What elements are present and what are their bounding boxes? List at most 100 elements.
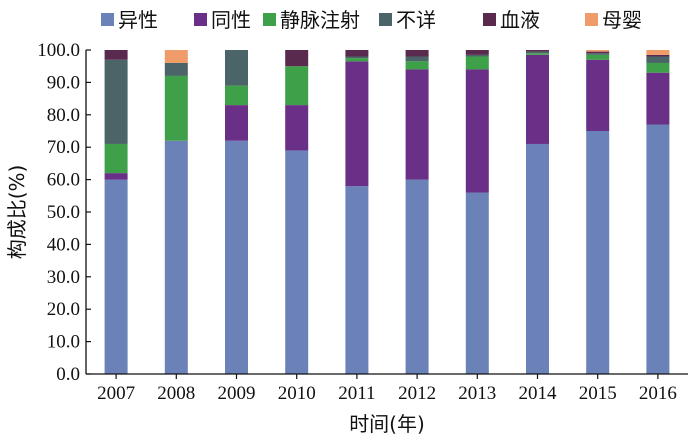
x-tick-label: 2013 <box>458 383 496 404</box>
x-tick-label: 2009 <box>218 383 256 404</box>
legend-item: 血液 <box>483 8 540 32</box>
x-tick-label: 2007 <box>97 383 135 404</box>
x-tick-label: 2016 <box>639 383 677 404</box>
bar-segment <box>526 54 549 144</box>
bar-segment <box>646 124 670 375</box>
bar-segment <box>225 85 248 106</box>
bar-stack-2012 <box>405 50 429 374</box>
y-tick-label: 0.0 <box>56 364 80 385</box>
legend-swatch <box>101 13 114 26</box>
bar-segment <box>586 53 610 55</box>
legend-label: 母婴 <box>602 8 642 32</box>
bar-stack-2009 <box>225 50 248 374</box>
bar-stack-2016 <box>646 50 670 375</box>
bar-segment <box>104 173 128 180</box>
legend-item: 不详 <box>379 8 436 32</box>
y-tick-label: 30.0 <box>47 267 80 288</box>
legend-swatch <box>483 13 496 26</box>
bar-segment <box>104 50 128 60</box>
legend-swatch <box>263 13 276 26</box>
bar-segment <box>586 59 610 131</box>
bar-segment <box>285 50 309 67</box>
x-tick-label: 2010 <box>278 383 316 404</box>
bar-segment <box>465 54 489 57</box>
bar-segment <box>405 69 429 180</box>
bar-segment <box>164 50 188 63</box>
legend-label: 同性 <box>211 8 251 32</box>
x-ticks: 2007 2008 2009 2010 2011 2012 2013 2014 2015 2016 <box>97 374 677 404</box>
bar-stack-2007 <box>104 50 128 374</box>
bar-segment <box>104 59 128 144</box>
bar-segment <box>345 50 369 57</box>
y-tick-label: 10.0 <box>47 332 80 353</box>
bar-stack-2013 <box>465 50 489 374</box>
legend-item: 静脉注射 <box>263 8 360 32</box>
bar-stack-2008 <box>164 50 188 374</box>
bar-segment <box>465 56 489 70</box>
bar-segment <box>405 61 429 70</box>
bar-segment <box>586 51 610 54</box>
bar-segment <box>285 150 309 374</box>
bar-segment <box>646 72 670 125</box>
bar-segment <box>164 75 188 141</box>
bar-segment <box>104 179 128 374</box>
legend-label: 血液 <box>500 8 540 32</box>
legend-label: 异性 <box>118 8 158 32</box>
legend-swatch <box>585 13 598 26</box>
y-axis-title: 构成比(%) <box>5 165 29 260</box>
bar-stack-2010 <box>285 50 309 374</box>
y-tick-label: 100.0 <box>37 40 80 61</box>
legend: 异性 同性 静脉注射 不详 血液 母婴 <box>101 8 642 32</box>
legend-item: 异性 <box>101 8 158 32</box>
y-tick-label: 40.0 <box>47 234 80 255</box>
bar-segment <box>526 50 549 52</box>
bar-segment <box>345 58 369 62</box>
bar-segment <box>225 105 248 141</box>
bar-stack-2011 <box>345 50 369 374</box>
bar-segment <box>646 54 670 57</box>
bar-stack-2014 <box>526 50 549 374</box>
bar-segment <box>526 143 549 374</box>
legend-item: 母婴 <box>585 8 642 32</box>
x-axis-title: 时间(年) <box>349 412 425 436</box>
x-tick-label: 2012 <box>398 383 436 404</box>
legend-swatch <box>194 13 207 26</box>
y-tick-label: 70.0 <box>47 137 80 158</box>
bar-segment <box>345 186 369 374</box>
y-tick-label: 80.0 <box>47 105 80 126</box>
bar-segment <box>285 105 309 151</box>
bar-segment <box>646 62 670 73</box>
bar-segment <box>345 56 369 59</box>
legend-item: 同性 <box>194 8 251 32</box>
y-tick-label: 60.0 <box>47 170 80 191</box>
bar-segment <box>526 53 549 55</box>
y-tick-label: 50.0 <box>47 202 80 223</box>
bar-segment <box>586 131 610 374</box>
x-tick-label: 2011 <box>338 383 375 404</box>
bar-segment <box>405 56 429 62</box>
bar-segment <box>465 50 489 55</box>
y-tick-label: 90.0 <box>47 72 80 93</box>
legend-swatch <box>379 13 392 26</box>
bar-segment <box>465 69 489 193</box>
bars-group <box>104 50 670 375</box>
bar-segment <box>225 140 248 374</box>
bar-segment <box>526 51 549 54</box>
bar-stack-2015 <box>586 50 610 374</box>
bar-segment <box>646 50 670 55</box>
bar-segment <box>465 192 489 374</box>
bar-segment <box>586 50 610 52</box>
x-tick-label: 2014 <box>519 383 558 404</box>
bar-segment <box>405 179 429 374</box>
bar-segment <box>164 62 188 76</box>
y-tick-label: 20.0 <box>47 299 80 320</box>
bar-segment <box>164 140 188 374</box>
bar-segment <box>285 66 309 106</box>
y-ticks: 0.0 10.0 20.0 30.0 40.0 50.0 60.0 70.0 80.0 90.0 1… <box>37 40 91 385</box>
bar-segment <box>405 50 429 57</box>
bar-segment <box>646 56 670 63</box>
bar-segment <box>345 61 369 187</box>
bar-segment <box>225 50 248 86</box>
x-tick-label: 2008 <box>157 383 195 404</box>
